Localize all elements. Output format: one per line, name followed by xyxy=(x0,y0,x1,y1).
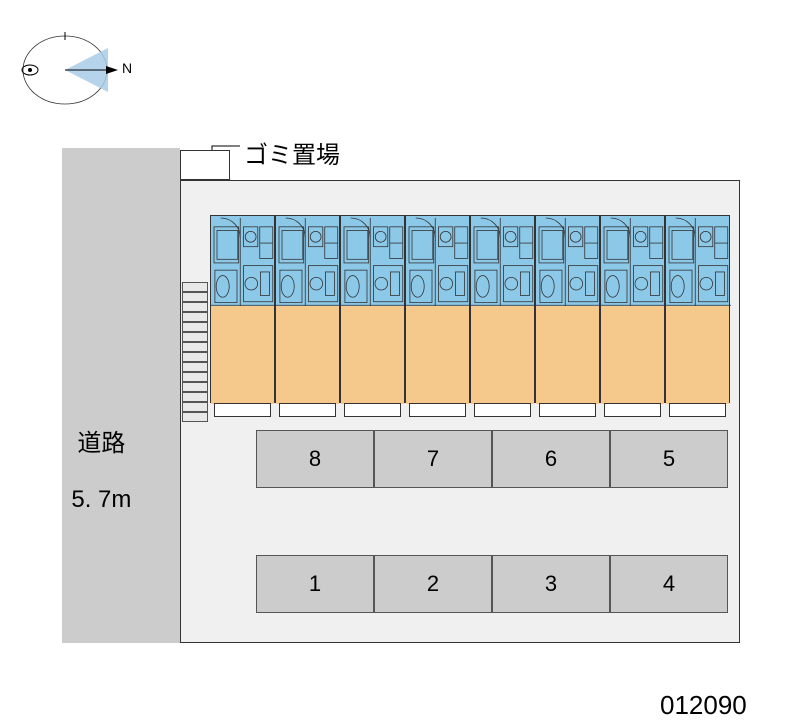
compass: N xyxy=(10,18,130,118)
garbage-area-label: ゴミ置場 xyxy=(244,135,340,170)
unit-fixtures-icon xyxy=(276,216,341,306)
apartment-unit xyxy=(600,215,665,403)
parking-spot-number: 1 xyxy=(257,571,373,597)
unit-wet-area xyxy=(406,216,469,306)
parking-spot-number: 6 xyxy=(493,446,609,472)
parking-spot: 2 xyxy=(374,555,492,613)
stair-tread xyxy=(182,392,208,402)
unit-wet-area xyxy=(471,216,534,306)
stair-tread xyxy=(182,382,208,392)
exterior-stairs xyxy=(182,282,208,422)
balcony xyxy=(409,403,466,417)
apartment-unit xyxy=(340,215,405,403)
stair-tread xyxy=(182,282,208,292)
balcony xyxy=(344,403,401,417)
unit-living-area xyxy=(406,306,469,404)
parking-spot-number: 2 xyxy=(375,571,491,597)
apartment-unit xyxy=(210,215,275,403)
stair-tread xyxy=(182,372,208,382)
unit-wet-area xyxy=(601,216,664,306)
unit-row xyxy=(210,215,730,403)
parking-spot: 7 xyxy=(374,430,492,488)
parking-spot: 8 xyxy=(256,430,374,488)
unit-living-area xyxy=(276,306,339,404)
road-label-line2: 5. 7m xyxy=(71,486,131,513)
balcony xyxy=(279,403,336,417)
unit-living-area xyxy=(471,306,534,404)
stair-tread xyxy=(182,332,208,342)
unit-wet-area xyxy=(666,216,729,306)
stair-tread xyxy=(182,412,208,422)
unit-fixtures-icon xyxy=(406,216,471,306)
parking-spot: 4 xyxy=(610,555,728,613)
garbage-area-box xyxy=(180,150,230,180)
parking-spot-number: 8 xyxy=(257,446,373,472)
unit-living-area xyxy=(341,306,404,404)
stair-tread xyxy=(182,352,208,362)
unit-fixtures-icon xyxy=(211,216,276,306)
balcony-row xyxy=(210,403,730,417)
balcony xyxy=(604,403,661,417)
apartment-unit xyxy=(535,215,600,403)
balcony xyxy=(474,403,531,417)
apartment-unit xyxy=(470,215,535,403)
parking-spot-number: 7 xyxy=(375,446,491,472)
stair-tread xyxy=(182,312,208,322)
unit-living-area xyxy=(666,306,729,404)
balcony xyxy=(539,403,596,417)
compass-north-label: N xyxy=(122,60,132,76)
apartment-unit xyxy=(275,215,340,403)
parking-spot-number: 4 xyxy=(611,571,727,597)
parking-spot: 5 xyxy=(610,430,728,488)
stair-tread xyxy=(182,302,208,312)
unit-wet-area xyxy=(276,216,339,306)
unit-fixtures-icon xyxy=(666,216,731,306)
parking-spot-number: 5 xyxy=(611,446,727,472)
parking-spot: 1 xyxy=(256,555,374,613)
unit-wet-area xyxy=(536,216,599,306)
stair-tread xyxy=(182,292,208,302)
unit-living-area xyxy=(211,306,274,404)
apartment-unit xyxy=(405,215,470,403)
road-label: 道路 5. 7m xyxy=(58,395,131,514)
unit-fixtures-icon xyxy=(471,216,536,306)
unit-living-area xyxy=(536,306,599,404)
unit-fixtures-icon xyxy=(536,216,601,306)
stair-tread xyxy=(182,322,208,332)
parking-spot: 3 xyxy=(492,555,610,613)
apartment-unit xyxy=(665,215,730,403)
unit-wet-area xyxy=(211,216,274,306)
parking-spot: 6 xyxy=(492,430,610,488)
balcony xyxy=(669,403,726,417)
unit-fixtures-icon xyxy=(601,216,666,306)
reference-number: 012090 xyxy=(660,690,747,721)
stair-tread xyxy=(182,402,208,412)
balcony xyxy=(214,403,271,417)
road-label-line1: 道路 xyxy=(77,430,125,457)
unit-living-area xyxy=(601,306,664,404)
stair-tread xyxy=(182,362,208,372)
unit-wet-area xyxy=(341,216,404,306)
unit-fixtures-icon xyxy=(341,216,406,306)
stair-landing xyxy=(182,351,208,353)
parking-spot-number: 3 xyxy=(493,571,609,597)
